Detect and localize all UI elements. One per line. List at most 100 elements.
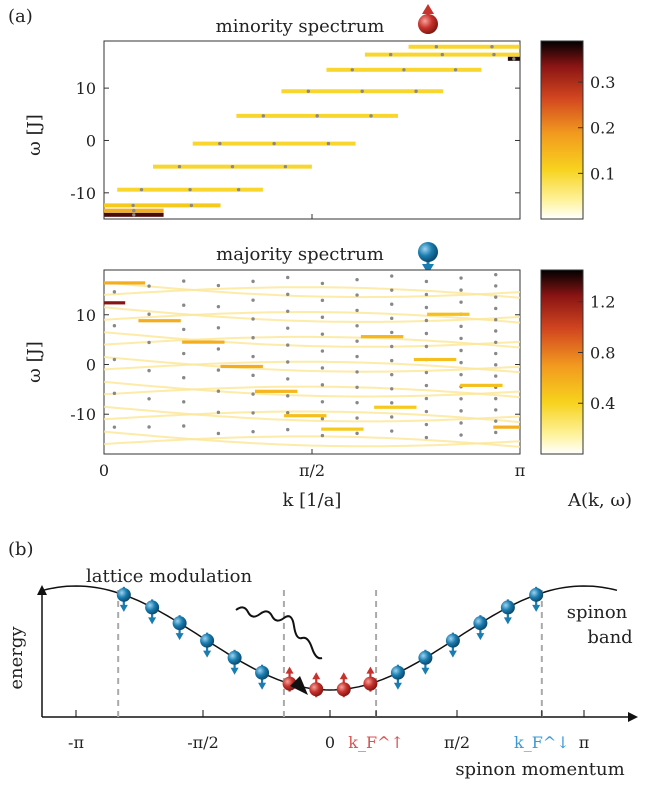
spin-up-spinon-3 <box>363 666 378 692</box>
majority-dot-0-2 <box>112 357 117 362</box>
majority-colorbar <box>540 269 584 455</box>
momentum-tick-label-1: -π/2 <box>187 733 219 752</box>
spinon-ball <box>418 650 433 665</box>
spinon-ball <box>172 616 187 631</box>
lattice-modulation-label: lattice modulation <box>86 566 253 587</box>
majority-dot-6-0 <box>320 433 325 438</box>
majority-dot-9-5 <box>424 370 429 375</box>
spinon-band-label-2: band <box>587 627 632 648</box>
majority-branch-11 <box>103 306 521 323</box>
minority-dot-4-0 <box>177 164 182 169</box>
majority-axes: -10 0 10 0 π/2 π <box>70 306 525 480</box>
majority-dot-0-1 <box>112 391 117 396</box>
majority-dot-8-5 <box>390 358 394 363</box>
majority-dot-3-0 <box>216 431 221 436</box>
minority-level-10 <box>408 44 520 49</box>
minority-heatmap <box>104 44 520 217</box>
majority-dot-10-7 <box>459 348 463 353</box>
spinon-ball <box>200 633 215 648</box>
minority-dot-10-1 <box>490 45 494 49</box>
majority-dot-10-9 <box>459 324 463 329</box>
majority-dot-11-9 <box>494 329 498 333</box>
spinon-arrowhead <box>421 667 430 675</box>
majority-dot-0-0 <box>112 425 117 429</box>
spinon-ball <box>145 600 160 615</box>
majority-dot-9-10 <box>424 305 429 310</box>
majority-dot-3-3 <box>216 368 221 372</box>
minority-dot-0-0 <box>132 213 136 217</box>
minority-dot-8-2 <box>453 68 458 72</box>
majority-dot-11-12 <box>494 295 498 299</box>
majority-ytick-label: 10 <box>76 306 96 325</box>
majority-dot-7-6 <box>355 339 359 343</box>
majority-dot-3-2 <box>216 389 221 393</box>
spinon-arrowhead <box>503 617 512 625</box>
majority-dot-11-11 <box>494 306 498 311</box>
cb2-ticks-label-1: 0.8 <box>590 343 615 362</box>
minority-dot-9-2 <box>492 52 496 57</box>
spinon-arrowhead <box>448 650 457 658</box>
minority-dot-6-2 <box>369 114 373 118</box>
majority-segment-2 <box>182 340 225 344</box>
spinon-ball <box>309 682 324 697</box>
minority-dot-5-1 <box>272 141 276 146</box>
majority-dot-2-6 <box>182 279 186 283</box>
majority-dot-10-1 <box>459 421 463 425</box>
majority-segment-5 <box>284 414 327 418</box>
majority-dot-6-9 <box>320 281 325 286</box>
majority-branch-12 <box>103 286 521 299</box>
majority-branch-2 <box>103 410 521 424</box>
spin-down-spinon-9 <box>418 649 433 675</box>
spin-up-icon <box>418 4 438 34</box>
spin-down-spinon-4 <box>227 649 242 675</box>
majority-dot-9-8 <box>424 331 429 336</box>
majority-dot-8-9 <box>390 302 394 306</box>
majority-dot-8-3 <box>390 387 394 391</box>
spinon-arrowhead <box>175 633 184 641</box>
spin-down-icon <box>418 242 438 274</box>
majority-ytick-label: -10 <box>70 405 96 424</box>
majority-dot-2-0 <box>182 424 186 428</box>
minority-dot-10-0 <box>434 45 439 49</box>
minority-colorbar-ticks: 0.1 0.2 0.3 <box>578 73 615 183</box>
minority-dot-2-0 <box>131 203 135 208</box>
majority-branch-1 <box>103 430 521 448</box>
minority-dot-7-2 <box>414 89 418 93</box>
majority-xtick-label-2: π <box>515 461 526 480</box>
spin-down-spinon-11 <box>473 615 488 641</box>
majority-dot-7-4 <box>355 370 359 374</box>
majority-dot-4-5 <box>251 336 255 340</box>
spinon-ball <box>500 600 515 615</box>
majority-dot-7-3 <box>355 385 359 389</box>
majority-dot-9-0 <box>424 435 429 440</box>
majority-dot-2-3 <box>182 351 186 356</box>
majority-dot-1-0 <box>147 425 151 429</box>
minority-dot-9-0 <box>388 52 393 57</box>
majority-segment-4 <box>254 389 298 393</box>
majority-segment-10 <box>427 312 470 316</box>
panel-a-label: (a) <box>8 6 33 27</box>
majority-dot-10-6 <box>459 360 463 365</box>
majority-ytick-label: 0 <box>86 355 96 374</box>
minority-dot-7-0 <box>306 89 311 93</box>
majority-dot-4-0 <box>251 429 255 434</box>
spinon-ball <box>116 587 131 602</box>
majority-dot-7-8 <box>355 308 359 313</box>
majority-dot-0-4 <box>112 290 117 294</box>
spinon-band-label-1: spinon <box>567 602 628 623</box>
minority-dot-7-1 <box>360 89 364 93</box>
minority-title: minority spectrum <box>216 16 385 37</box>
majority-dot-3-1 <box>216 410 221 415</box>
majority-dot-2-5 <box>182 303 186 307</box>
minority-axes: -10 0 10 <box>70 79 521 219</box>
majority-branch-0 <box>103 435 521 448</box>
majority-dot-11-3 <box>494 396 498 401</box>
spinon-ball <box>445 633 460 648</box>
minority-dot-5-2 <box>326 141 331 146</box>
majority-dot-9-7 <box>424 344 429 349</box>
majority-dot-8-10 <box>390 288 394 292</box>
majority-dot-8-0 <box>390 429 394 433</box>
spinon-ball <box>363 676 378 691</box>
cb2-ticks-label-2: 1.2 <box>590 293 615 312</box>
majority-dot-7-1 <box>355 416 359 420</box>
